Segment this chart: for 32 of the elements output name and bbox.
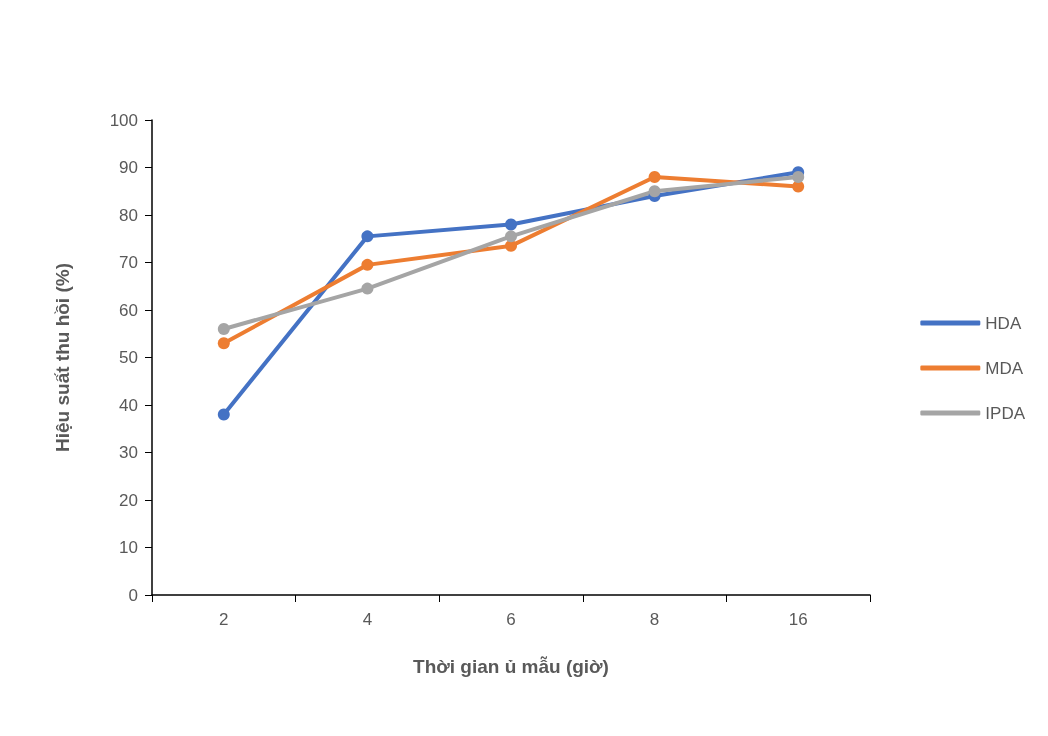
point bbox=[217, 337, 230, 350]
y-axis-title: Hiệu suất thu hồi (%) bbox=[52, 263, 73, 452]
x-tick-label: 16 bbox=[788, 610, 808, 629]
legend-label: MDA bbox=[985, 358, 1024, 378]
legend-label: HDA bbox=[985, 313, 1022, 333]
x-tick-label: 4 bbox=[362, 610, 373, 629]
point bbox=[217, 408, 230, 421]
point bbox=[217, 323, 230, 335]
y-tick-label: 70 bbox=[119, 253, 138, 272]
point bbox=[361, 230, 374, 243]
x-tick-label: 6 bbox=[506, 610, 516, 629]
y-tick-label: 60 bbox=[119, 300, 138, 320]
y-tick-label: 50 bbox=[119, 348, 138, 367]
point bbox=[361, 282, 374, 295]
point bbox=[361, 258, 374, 271]
x-tick-label: 2 bbox=[219, 610, 229, 629]
x-tick-label: 8 bbox=[649, 610, 660, 629]
y-tick-label: 30 bbox=[119, 443, 138, 462]
x-axis-title: Thời gian ủ mẫu (giờ) bbox=[413, 656, 609, 677]
y-tick-label: 20 bbox=[119, 490, 138, 510]
y-tick-label: 10 bbox=[119, 538, 138, 557]
point bbox=[648, 185, 661, 198]
y-tick-label: 40 bbox=[119, 395, 138, 415]
y-tick-label: 0 bbox=[128, 585, 138, 605]
y-tick-label: 90 bbox=[119, 158, 138, 177]
y-tick-label: 80 bbox=[119, 205, 138, 225]
point bbox=[792, 171, 805, 183]
point bbox=[505, 218, 517, 231]
point bbox=[648, 171, 661, 183]
point bbox=[505, 230, 517, 243]
y-tick-label: 100 bbox=[109, 110, 138, 130]
legend-label: IPDA bbox=[985, 403, 1026, 423]
